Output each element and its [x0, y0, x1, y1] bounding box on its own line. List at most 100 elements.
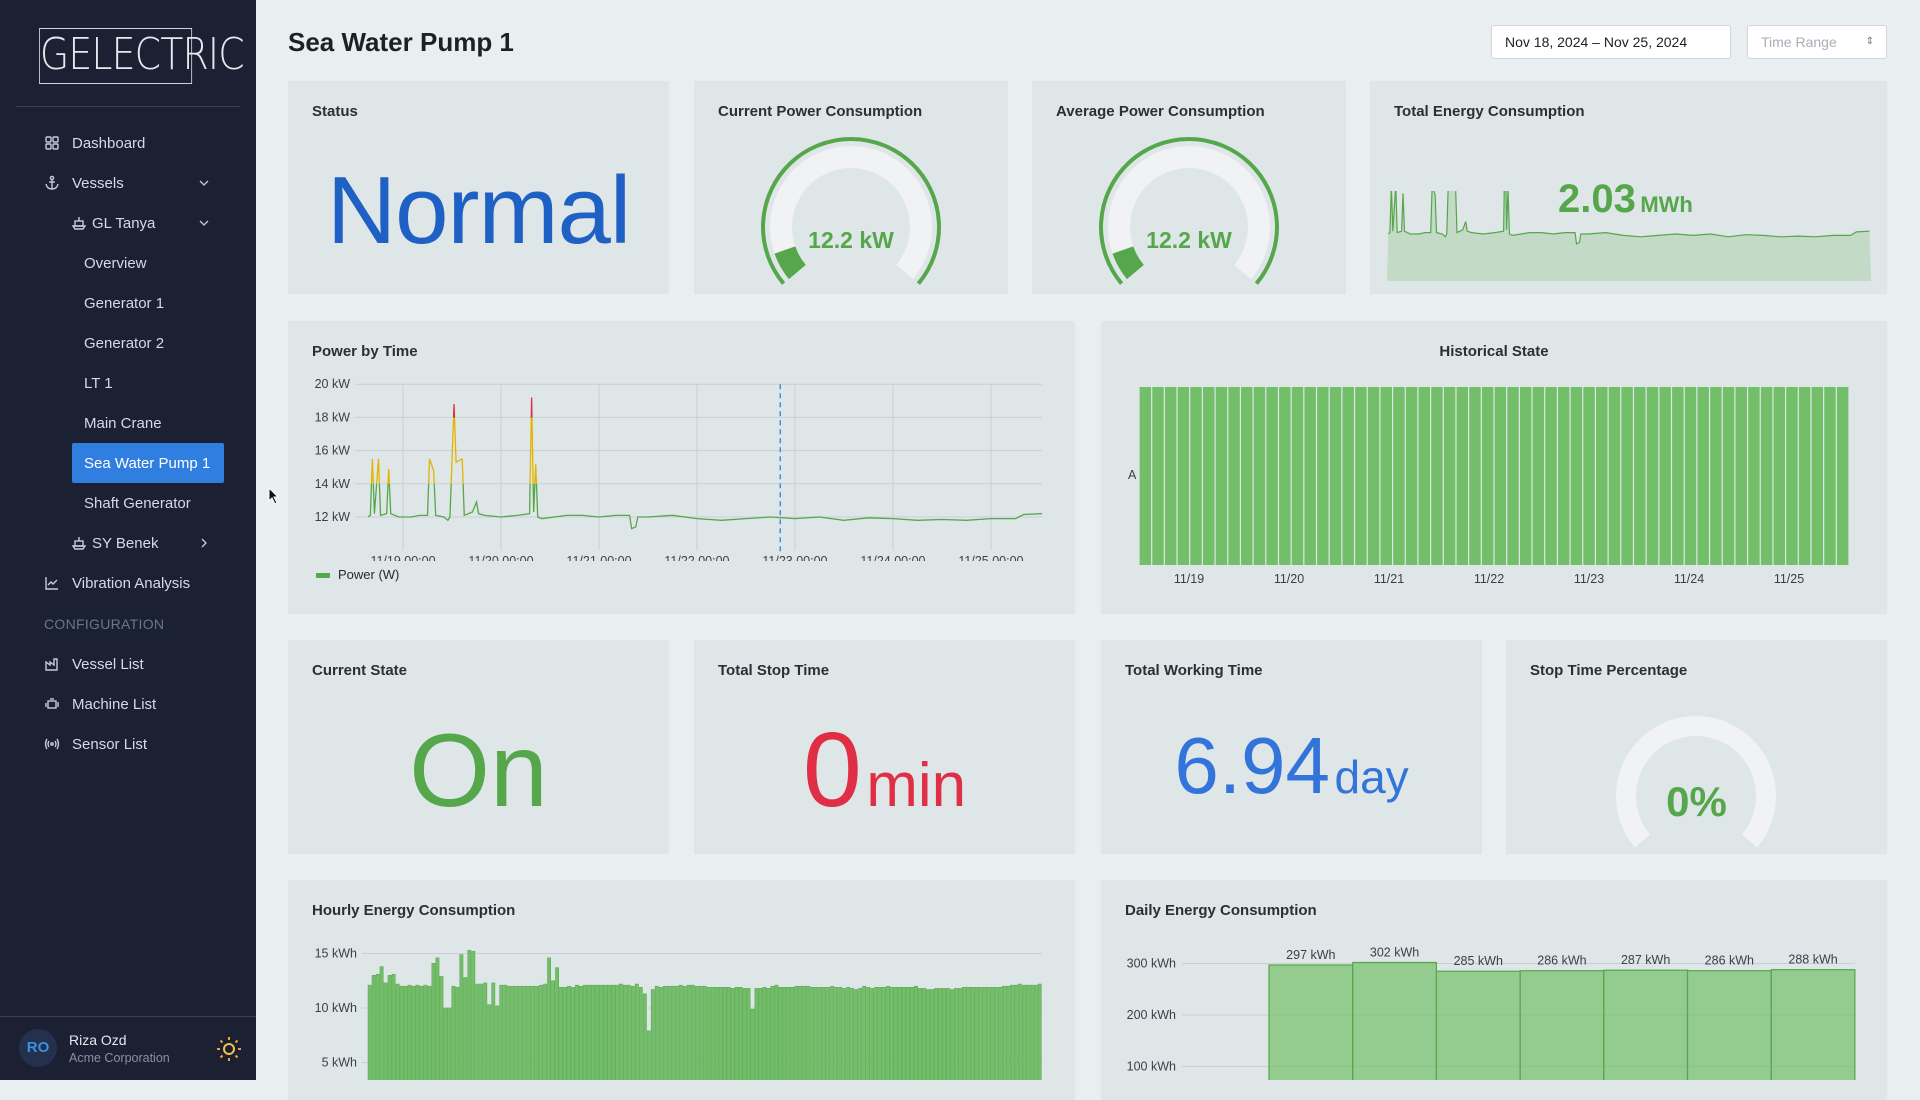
hourly-bar: [866, 987, 871, 1080]
sidebar-item-lt-1[interactable]: LT 1: [0, 366, 256, 400]
state-segment: [1722, 387, 1735, 565]
hourly-bar: [630, 985, 635, 1080]
state-segment: [1507, 387, 1519, 565]
total-stop-unit: min: [866, 751, 967, 820]
hourly-bar: [730, 988, 735, 1080]
hourly-bar: [634, 983, 639, 1080]
daily-bar: [1686, 970, 1772, 1080]
state-segment: [1786, 387, 1798, 565]
hourly-bar: [519, 985, 524, 1080]
total-energy-readout: 2.03 MWh: [1558, 177, 1693, 222]
y-tick-label: 20 kW: [315, 377, 351, 391]
panel-title: Power by Time: [312, 343, 418, 360]
sidebar-item-generator-1[interactable]: Generator 1: [0, 286, 256, 320]
historical-state-chart[interactable]: A 11/19 11/20 11/21 11/22 11/23 11/24 11/25: [1101, 321, 1887, 614]
state-segment: [1836, 387, 1849, 565]
sidebar-item-generator-2[interactable]: Generator 2: [0, 326, 256, 360]
hourly-bar: [882, 987, 887, 1080]
hourly-bar: [475, 983, 480, 1080]
state-segment: [1355, 387, 1367, 565]
hourly-bar: [619, 983, 623, 1080]
daily-energy-chart[interactable]: 300 kWh 200 kWh 100 kWh 297 kWh 302 kWh 285 k…: [1101, 880, 1887, 1080]
y-tick-label: 10 kWh: [315, 1001, 357, 1015]
sidebar-item-sensor-list[interactable]: Sensor List: [0, 727, 256, 761]
chevron-right-icon[interactable]: [199, 538, 209, 548]
panel-title: Average Power Consumption: [1056, 103, 1265, 120]
hourly-bar: [419, 985, 424, 1080]
sidebar-item-dashboard[interactable]: Dashboard: [0, 126, 256, 160]
hourly-bar: [543, 983, 548, 1080]
state-segment: [1824, 387, 1836, 565]
sidebar-item-sea-water-pump-1[interactable]: Sea Water Pump 1: [0, 443, 256, 483]
x-tick-label: 11/21: [1374, 572, 1404, 586]
panel-title: Total Working Time: [1125, 662, 1263, 679]
status-value: Normal: [326, 157, 631, 264]
state-segment: [1304, 387, 1316, 565]
y-tick-label: 15 kWh: [315, 947, 357, 961]
sidebar-item-sy-benek[interactable]: SY Benek: [0, 526, 256, 560]
hourly-bar: [898, 987, 902, 1080]
y-tick-label: 12 kW: [315, 510, 351, 524]
hourly-bar: [1013, 984, 1018, 1080]
hourly-bar: [571, 987, 575, 1080]
hourly-bar: [950, 989, 954, 1080]
sidebar-item-shaft-generator[interactable]: Shaft Generator: [0, 486, 256, 520]
hourly-bar: [387, 975, 392, 1080]
hourly-bar: [611, 984, 615, 1080]
state-segment: [1748, 387, 1760, 565]
y-tick-label: 16 kW: [315, 444, 351, 458]
sidebar-item-vibration-analysis[interactable]: Vibration Analysis: [0, 566, 256, 600]
state-segment: [1545, 387, 1557, 565]
hourly-bar: [435, 957, 440, 1080]
hourly-bar: [678, 984, 683, 1080]
date-range-input[interactable]: Nov 18, 2024 – Nov 25, 2024: [1491, 25, 1731, 59]
sidebar-item-vessel-list[interactable]: Vessel List: [0, 647, 256, 681]
sidebar-item-main-crane[interactable]: Main Crane: [0, 406, 256, 440]
hourly-energy-chart[interactable]: 15 kWh 10 kWh 5 kWh: [288, 880, 1075, 1080]
sidebar-item-label: Sea Water Pump 1: [84, 454, 211, 472]
sensor-icon: [44, 738, 60, 750]
hourly-bar: [774, 984, 779, 1080]
daily-bar: [1352, 961, 1437, 1080]
total-working-value: 6.94: [1174, 721, 1331, 810]
hourly-bar: [989, 987, 994, 1080]
hourly-bar: [487, 1004, 492, 1080]
hourly-bar: [599, 984, 603, 1080]
page-title: Sea Water Pump 1: [288, 27, 514, 57]
sidebar-item-gl-tanya[interactable]: GL Tanya: [0, 206, 256, 240]
sidebar-item-overview[interactable]: Overview: [0, 246, 256, 280]
panel-title: Hourly Energy Consumption: [312, 902, 516, 919]
hourly-bar: [439, 976, 444, 1080]
state-segment: [1697, 387, 1709, 565]
bar-value-label: 297 kWh: [1286, 948, 1335, 962]
time-range-select[interactable]: Time Range ⇕: [1747, 25, 1887, 59]
chevron-down-icon[interactable]: [199, 178, 209, 188]
sidebar: GELECTRIC Dashboard Vessels GL Tanya Overvi…: [0, 0, 256, 1080]
sidebar-item-label: Sensor List: [72, 735, 148, 753]
hourly-bar: [603, 984, 607, 1080]
hourly-bar: [499, 984, 504, 1080]
sidebar-item-label: SY Benek: [92, 534, 159, 552]
sidebar-item-vessels[interactable]: Vessels: [0, 166, 256, 200]
state-segment: [1596, 387, 1608, 565]
power-line-chart[interactable]: 20 kW 18 kW 16 kW 14 kW 12 kW 11/19 00:00 11/2…: [288, 321, 1075, 561]
hourly-bar: [710, 987, 715, 1080]
hourly-bar: [1037, 983, 1042, 1080]
hourly-bar: [547, 957, 552, 1080]
hourly-bar: [965, 987, 970, 1080]
hourly-bar: [626, 984, 631, 1080]
hourly-bar: [977, 987, 982, 1080]
legend-power[interactable]: Power (W): [338, 567, 400, 582]
state-segment: [1367, 387, 1380, 565]
sidebar-item-machine-list[interactable]: Machine List: [0, 687, 256, 721]
hourly-bar: [690, 984, 695, 1080]
hourly-bar: [790, 987, 795, 1080]
hourly-bar: [902, 987, 906, 1080]
gauge-fill: [774, 245, 807, 280]
avatar[interactable]: RO: [19, 1029, 57, 1067]
hourly-bar: [650, 989, 655, 1080]
theme-toggle-sun-icon[interactable]: [216, 1036, 242, 1062]
hourly-bar: [575, 984, 579, 1080]
chevron-down-icon[interactable]: [199, 218, 209, 228]
hourly-bar: [810, 987, 815, 1080]
